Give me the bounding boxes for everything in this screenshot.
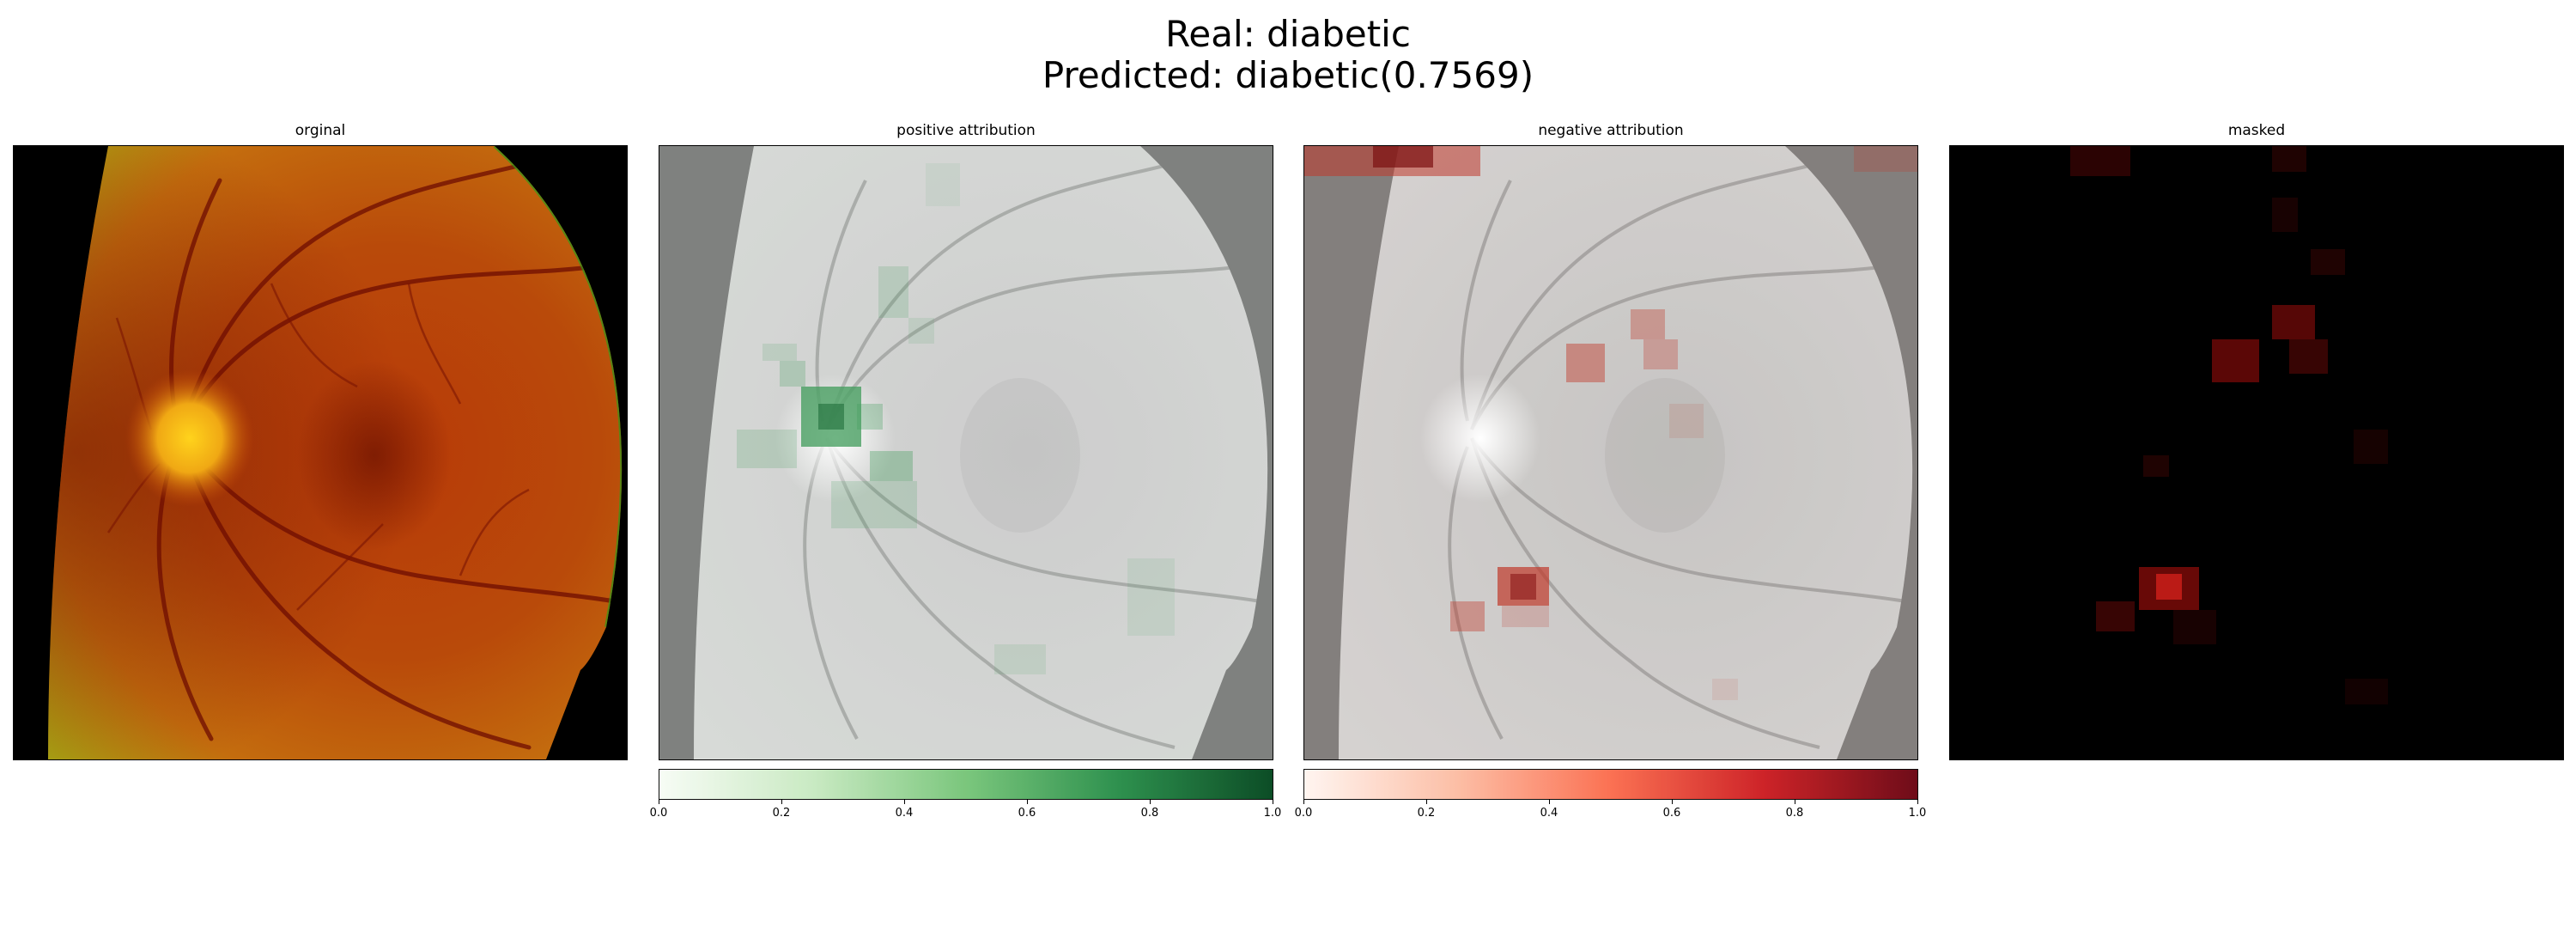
negative-attribution-overlay: [1303, 145, 1918, 760]
positive-colorbar-tick: [1027, 799, 1028, 804]
negative-colorbar-tick-label: 0.4: [1540, 807, 1558, 820]
negative-colorbar-tick-label: 1.0: [1908, 807, 1927, 820]
positive-attribution-overlay: [659, 145, 1273, 760]
positive-colorbar-tick: [1150, 799, 1151, 804]
negative-colorbar-tick: [1549, 799, 1550, 804]
negative-colorbar-tick-label: 0.6: [1662, 807, 1681, 820]
positive-colorbar-tick-label: 0.4: [895, 807, 914, 820]
negative-colorbar-tick: [1672, 799, 1673, 804]
negative-colorbar-tick-label: 0.0: [1294, 807, 1313, 820]
negative-colorbar-tick-label: 0.2: [1417, 807, 1436, 820]
positive-colorbar-tick: [904, 799, 905, 804]
positive-colorbar-tick-label: 1.0: [1263, 807, 1282, 820]
positive-attribution-colorbar: [659, 769, 1273, 800]
negative-colorbar-tick-label: 0.8: [1785, 807, 1804, 820]
positive-attribution-panel-title: positive attribution: [896, 122, 1036, 139]
positive-colorbar-tick-label: 0.0: [649, 807, 668, 820]
positive-colorbar-tick-label: 0.2: [772, 807, 791, 820]
masked-image: [1949, 145, 2564, 760]
negative-colorbar-tick: [1917, 799, 1918, 804]
masked-panel-title: masked: [2227, 122, 2286, 139]
negative-attribution-panel-title: negative attribution: [1538, 122, 1684, 139]
negative-colorbar-tick: [1303, 799, 1304, 804]
figure-title-line-2: Predicted: diabetic(0.7569): [1042, 54, 1534, 96]
original-fundus-image: [13, 145, 628, 760]
positive-colorbar-tick: [781, 799, 782, 804]
original-panel-title: orginal: [295, 122, 346, 139]
positive-colorbar-tick-label: 0.6: [1018, 807, 1036, 820]
negative-colorbar-tick: [1426, 799, 1427, 804]
negative-attribution-colorbar: [1303, 769, 1918, 800]
positive-colorbar-tick-label: 0.8: [1140, 807, 1159, 820]
figure-title-line-1: Real: diabetic: [1165, 13, 1411, 55]
